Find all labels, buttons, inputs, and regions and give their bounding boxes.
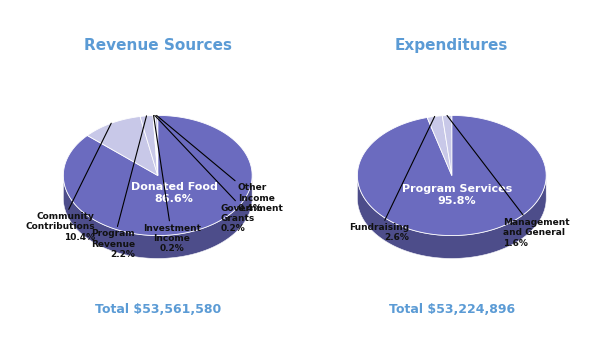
- Polygon shape: [155, 115, 158, 176]
- Text: Program
Revenue
2.2%: Program Revenue 2.2%: [90, 116, 147, 259]
- Text: Government
Grants
0.2%: Government Grants 0.2%: [155, 115, 283, 233]
- Text: Fundraising
2.6%: Fundraising 2.6%: [349, 117, 435, 243]
- Polygon shape: [153, 115, 158, 176]
- Polygon shape: [140, 115, 158, 176]
- Polygon shape: [63, 115, 252, 236]
- Text: Revenue Sources: Revenue Sources: [84, 38, 232, 53]
- Ellipse shape: [63, 138, 252, 258]
- Text: Community
Contributions
10.4%: Community Contributions 10.4%: [25, 123, 111, 242]
- Polygon shape: [87, 117, 158, 176]
- Polygon shape: [442, 115, 452, 176]
- Text: Other
Income
0.4%: Other Income 0.4%: [156, 115, 275, 213]
- Polygon shape: [154, 115, 158, 176]
- Text: Program Services
95.8%: Program Services 95.8%: [402, 184, 512, 206]
- Text: Total $53,224,896: Total $53,224,896: [389, 303, 515, 316]
- Polygon shape: [358, 176, 546, 258]
- Polygon shape: [427, 116, 452, 176]
- Text: Investment
Income
0.2%: Investment Income 0.2%: [143, 115, 201, 253]
- Text: Expenditures: Expenditures: [395, 38, 509, 53]
- Ellipse shape: [358, 138, 546, 258]
- Text: Management
and General
1.6%: Management and General 1.6%: [447, 115, 570, 247]
- Polygon shape: [358, 115, 546, 236]
- Polygon shape: [63, 176, 252, 258]
- Text: Total $53,561,580: Total $53,561,580: [95, 303, 221, 316]
- Text: Donated Food
86.6%: Donated Food 86.6%: [131, 182, 217, 204]
